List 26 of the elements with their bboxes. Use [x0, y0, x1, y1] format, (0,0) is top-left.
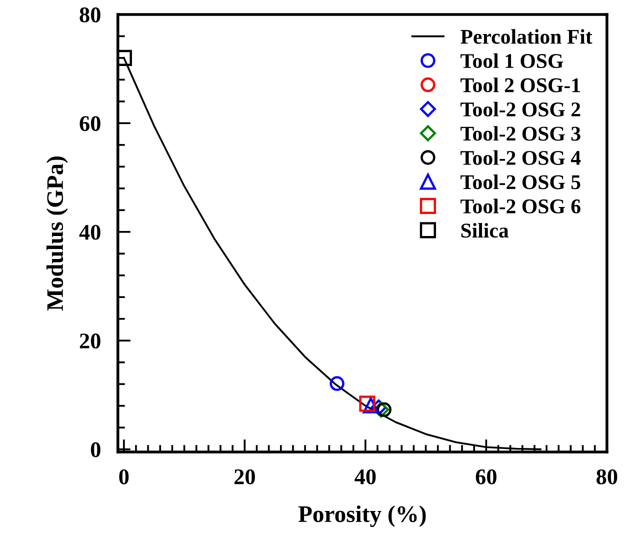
y-tick-label: 60	[80, 116, 100, 132]
x-tick-label: 0	[119, 469, 129, 484]
y-tick-label: 40	[79, 224, 100, 240]
legend-label: Tool-2 OSG 2	[460, 102, 580, 117]
y-axis-title: Modulus (GPa)	[46, 156, 68, 311]
point	[376, 402, 392, 417]
legend-label: Tool-2 OSG 6	[460, 198, 580, 214]
x-axis-title: Porosity (%)	[298, 506, 426, 527]
legend-label: Tool-2 OSG 4	[460, 150, 581, 165]
x-tick-label: 40	[354, 469, 376, 484]
x-tick-label: 60	[476, 469, 496, 484]
point	[330, 376, 344, 391]
y-tick-label: 80	[80, 7, 100, 22]
point	[359, 396, 376, 412]
x-tick-label: 20	[234, 469, 255, 484]
legend-label: Tool 2 OSG-1	[460, 78, 580, 92]
legend-label: Tool-2 OSG 5	[460, 174, 580, 190]
legend-label: Tool-2 OSG 3	[460, 126, 580, 141]
point	[118, 50, 132, 66]
y-tick-label: 20	[80, 334, 100, 349]
legend-label: Tool 1 OSG	[460, 53, 564, 68]
legend-label: Percolation Fit	[460, 29, 592, 44]
point	[362, 397, 379, 414]
legend-label: Silica	[461, 222, 509, 238]
x-tick-label: 80	[596, 469, 618, 484]
y-tick-label: 0	[90, 442, 100, 458]
